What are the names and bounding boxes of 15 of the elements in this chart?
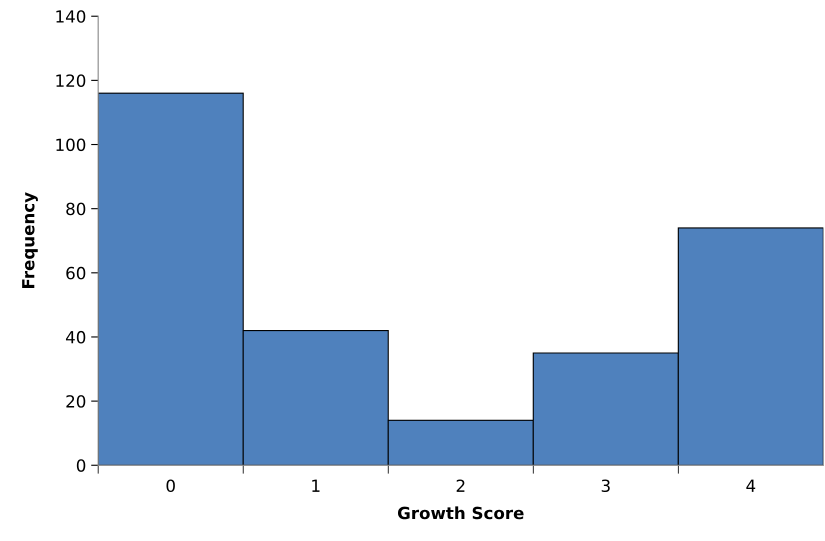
y-tick-label: 0: [76, 459, 86, 472]
x-axis-title: Growth Score: [398, 506, 524, 520]
y-tick-label: 60: [66, 266, 86, 280]
x-tick-label: 4: [746, 480, 756, 492]
y-tick-label: 40: [66, 330, 86, 344]
x-tick-label: 3: [602, 479, 610, 492]
x-tick-label: 1: [312, 480, 320, 492]
y-tick-label: 100: [56, 138, 86, 152]
y-tick-label: 140: [56, 10, 86, 23]
y-axis-title: Frequency: [22, 192, 38, 288]
y-tick-label: 20: [66, 395, 86, 408]
y-tick-label: 80: [66, 202, 86, 216]
x-tick-label: 2: [456, 479, 464, 492]
x-tick-label: 0: [166, 479, 175, 492]
y-tick-label: 120: [56, 74, 86, 87]
